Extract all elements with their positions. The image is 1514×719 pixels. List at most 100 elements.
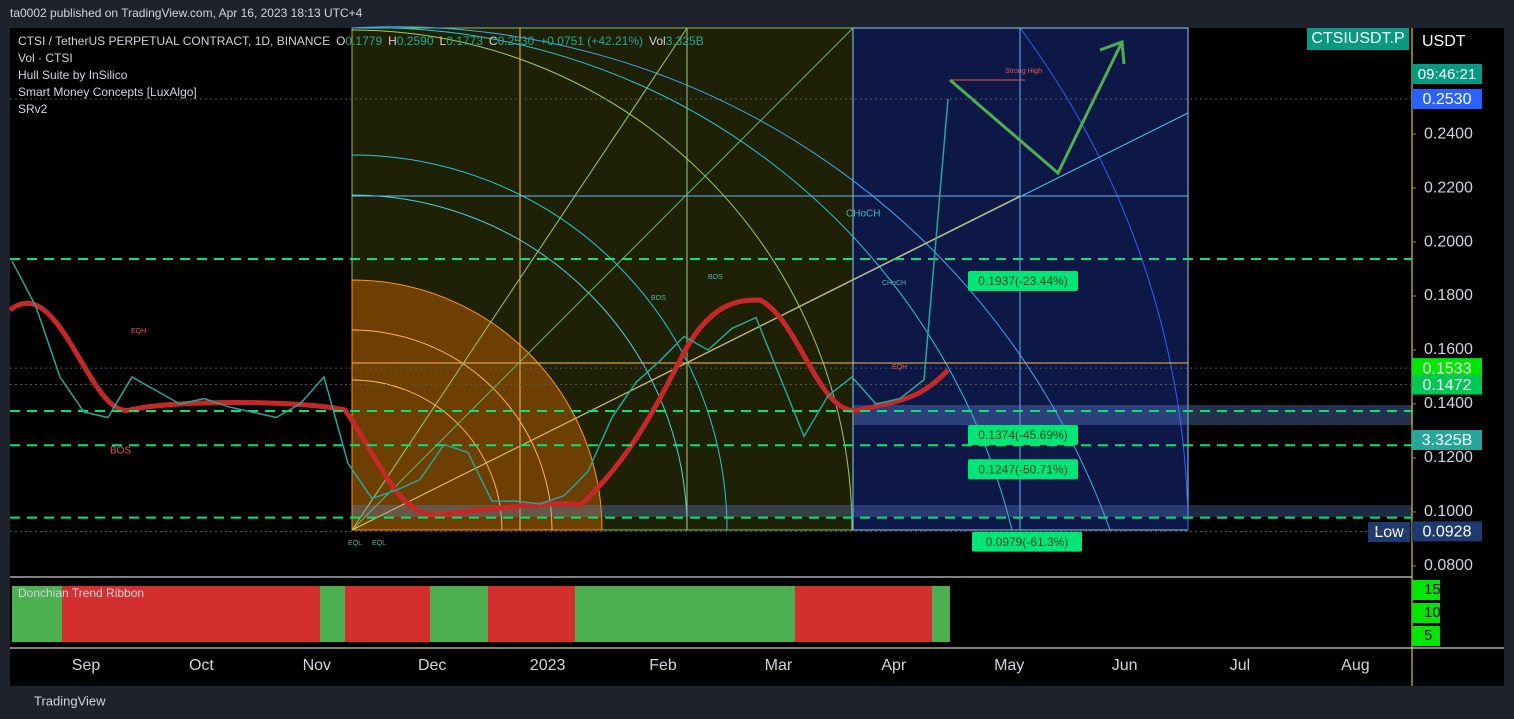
currency: USDT: [1422, 33, 1466, 50]
ticker-badge: [1307, 28, 1409, 50]
low-badge: [1368, 522, 1410, 542]
annotation: CHoCH: [882, 280, 906, 287]
x-tick-label: Apr: [881, 657, 907, 674]
symbol: CTSI / TetherUS PERPETUAL CONTRACT, 1D, …: [18, 34, 330, 48]
x-tick-label: May: [994, 657, 1024, 674]
ribbon-tick-bg: [1412, 626, 1440, 646]
ribbon-segment: [345, 586, 430, 642]
vol: 3.325B: [666, 34, 704, 48]
zone: [352, 505, 1412, 517]
x-tick-label: Sep: [72, 657, 101, 674]
x-tick-label: Dec: [418, 657, 446, 674]
x-tick-label: Jun: [1112, 657, 1138, 674]
l-label: L: [440, 34, 447, 48]
ribbon-title: Donchian Trend Ribbon: [18, 586, 144, 600]
annotation: EQH: [892, 364, 907, 371]
indicator: Hull Suite by InSilico: [18, 68, 128, 82]
ticker: CTSIUSDT.P: [1311, 30, 1404, 47]
zone: [853, 405, 1413, 425]
vol-label: Vol: [649, 34, 666, 48]
x-tick-label: Oct: [189, 657, 214, 674]
chart-pane: [10, 28, 1504, 686]
x-tick-label: 2023: [530, 657, 566, 674]
c-label: C: [489, 34, 498, 48]
annotation: BOS: [708, 274, 723, 281]
annotation: CHoCH: [846, 209, 880, 220]
price-tag-label: 0.1472: [1423, 377, 1472, 394]
countdown-badge: [1412, 64, 1482, 84]
x-tick-label: Mar: [765, 657, 793, 674]
axes: 15 10 5 0.0800 0.1000 0.1200 0.1400 0.1600 0.180…: [72, 88, 1482, 674]
price-tag: [1412, 88, 1482, 109]
hull-line: [8, 297, 950, 518]
ribbon-tick-label: 15: [1424, 581, 1441, 598]
level-badge: [972, 531, 1082, 552]
ribbon-segment: [320, 586, 345, 642]
ribbon-tick-bg: [1412, 580, 1440, 600]
c: 0.2530: [498, 34, 535, 48]
price-tag: [1412, 358, 1482, 379]
arrow-head: [1099, 39, 1126, 65]
legend: CTSI / TetherUS PERPETUAL CONTRACT, 1D, …: [18, 34, 704, 48]
ribbon-tick-label: 10: [1424, 604, 1441, 621]
annotation: BOS: [651, 295, 666, 302]
price-line-series: [11, 98, 949, 505]
annotation: Strong High: [1005, 68, 1042, 75]
level-label: 0.1247(-50.71%): [978, 462, 1067, 476]
indicator: Vol · CTSI: [18, 51, 73, 65]
y-tick-label: 0.1800: [1424, 287, 1473, 304]
y-tick-label: 0.1000: [1424, 503, 1473, 520]
x-tick-label: Nov: [303, 657, 331, 674]
y-tick-label: 0.1600: [1424, 341, 1473, 358]
ribbon-tick-bg: [1412, 603, 1440, 623]
y-tick-label: 0.2400: [1424, 125, 1473, 142]
ribbon-segment: [430, 586, 488, 642]
price-tag: [1412, 521, 1482, 542]
annotation: EQL: [348, 540, 362, 547]
brand: TradingView: [34, 693, 106, 708]
price-tag-label: 0.1533: [1423, 360, 1472, 377]
level-badge: [968, 425, 1078, 446]
y-tick-label: 0.1200: [1424, 449, 1473, 466]
h-label: H: [388, 34, 397, 48]
o: 0.1779: [345, 34, 382, 48]
low-label: Low: [1374, 524, 1404, 541]
countdown: 09:46:21: [1418, 66, 1476, 83]
level-badge: [968, 459, 1078, 480]
x-tick-label: Jul: [1230, 657, 1250, 674]
annotation: BOS: [110, 446, 131, 457]
l: 0.1773: [446, 34, 483, 48]
annotation: EQL: [372, 540, 386, 547]
y-tick-label: 0.2200: [1424, 179, 1473, 196]
gann-box: [351, 26, 1189, 531]
indicator: SRv2: [18, 102, 48, 116]
ribbon-segment: [932, 586, 950, 642]
price-tag-label: 0.2530: [1423, 91, 1472, 108]
level-label: 0.0979(-61.3%): [986, 535, 1069, 549]
y-tick-label: 0.1400: [1424, 395, 1473, 412]
ribbon-segment: [575, 586, 795, 642]
change: +0.0751 (+42.21%): [540, 34, 643, 48]
ribbon-segment: [488, 586, 575, 642]
volume-tag: [1412, 430, 1482, 450]
ribbon: [12, 586, 950, 642]
ribbon-tick-label: 5: [1424, 627, 1432, 644]
published: ta0002 published on TradingView.com, Apr…: [10, 6, 363, 20]
x-tick-label: Feb: [649, 657, 677, 674]
indicator: Smart Money Concepts [LuxAlgo]: [18, 85, 197, 99]
annotation: EQH: [131, 328, 146, 335]
level-label: 0.1937(-23.44%): [978, 274, 1067, 288]
price-tag: [1412, 374, 1482, 395]
level-badge: [968, 271, 1078, 292]
arrow: [949, 41, 1124, 176]
ribbon-segment: [12, 586, 62, 642]
o-label: O: [336, 34, 345, 48]
ribbon-segment: [62, 586, 320, 642]
ribbon-segment: [795, 586, 932, 642]
price-tag-label: 0.0928: [1423, 524, 1472, 541]
y-tick-label: 0.2000: [1424, 233, 1473, 250]
level-label: 0.1374(-45.69%): [978, 428, 1067, 442]
volume-label: 3.325B: [1422, 432, 1473, 449]
x-tick-label: Aug: [1341, 657, 1369, 674]
